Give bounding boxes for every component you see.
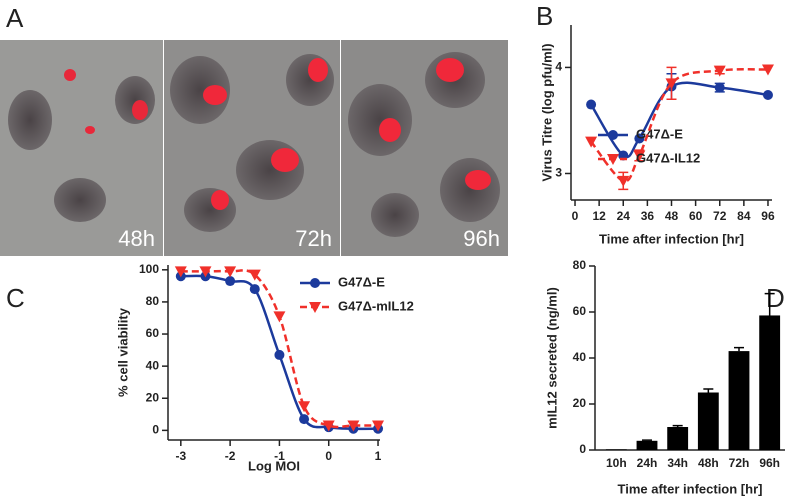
legend-marker bbox=[607, 154, 619, 165]
x-tick-label: 12 bbox=[592, 209, 606, 223]
data-point bbox=[347, 420, 360, 432]
data-point bbox=[634, 133, 645, 144]
legend-marker bbox=[310, 278, 320, 288]
x-tick-label: 96 bbox=[761, 209, 775, 223]
error-bar bbox=[642, 439, 652, 441]
y-tick-label: 0 bbox=[579, 442, 586, 456]
time-label: 96h bbox=[463, 226, 500, 251]
y-tick-label: 40 bbox=[146, 358, 160, 372]
data-point bbox=[174, 266, 187, 278]
data-point bbox=[761, 64, 774, 76]
x-tick-label: -3 bbox=[175, 449, 186, 463]
data-point bbox=[372, 420, 385, 432]
y-axis-label: % cell viability bbox=[115, 307, 130, 397]
data-point bbox=[585, 136, 598, 148]
y-axis-label: mIL12 secreted (ng/ml) bbox=[544, 287, 559, 429]
x-axis-label: Log MOI bbox=[248, 458, 300, 473]
micrograph: 72h bbox=[164, 40, 340, 256]
bar bbox=[728, 351, 750, 450]
x-axis-label: Time after infection [hr] bbox=[599, 231, 744, 246]
x-tick-label: 10h bbox=[606, 456, 627, 470]
data-point bbox=[225, 276, 236, 287]
x-tick-label: 0 bbox=[325, 449, 332, 463]
data-point bbox=[273, 311, 286, 323]
panel-label: A bbox=[6, 3, 24, 33]
y-tick-label: 80 bbox=[146, 294, 160, 308]
data-point bbox=[199, 266, 212, 278]
y-tick-label: 80 bbox=[573, 258, 587, 272]
x-tick-label: 0 bbox=[572, 209, 579, 223]
x-tick-label: 34h bbox=[667, 456, 688, 470]
x-tick-label: 72 bbox=[713, 209, 727, 223]
data-point bbox=[274, 349, 285, 360]
panel-label: C bbox=[6, 283, 25, 313]
y-tick-label: 100 bbox=[139, 262, 159, 276]
data-point bbox=[617, 175, 630, 187]
y-tick-label: 3 bbox=[555, 166, 562, 180]
x-tick-label: 60 bbox=[689, 209, 703, 223]
error-bar bbox=[672, 424, 683, 427]
y-axis-label: Virus Titre (log pfu/ml) bbox=[539, 43, 554, 181]
data-point bbox=[586, 99, 597, 110]
panel-label: B bbox=[536, 1, 553, 31]
x-tick-label: -2 bbox=[225, 449, 236, 463]
x-tick-label: 84 bbox=[737, 209, 751, 223]
micrograph: 96h bbox=[341, 40, 508, 256]
legend-label: G47Δ-mIL12 bbox=[338, 298, 414, 313]
series-line bbox=[590, 81, 769, 159]
y-tick-label: 40 bbox=[573, 350, 587, 364]
x-tick-label: 72h bbox=[729, 456, 750, 470]
x-tick-label: 96h bbox=[759, 456, 780, 470]
y-tick-label: 60 bbox=[573, 304, 587, 318]
legend-marker bbox=[309, 302, 321, 313]
data-point bbox=[762, 90, 773, 100]
y-tick-label: 20 bbox=[573, 396, 587, 410]
legend-label: G47Δ-E bbox=[338, 274, 385, 289]
x-tick-label: 24 bbox=[617, 209, 631, 223]
bar bbox=[605, 449, 627, 450]
time-label: 48h bbox=[118, 226, 155, 251]
bar bbox=[759, 315, 781, 450]
x-tick-label: 1 bbox=[375, 449, 382, 463]
x-tick-label: 24h bbox=[637, 456, 658, 470]
bar bbox=[636, 440, 658, 450]
x-tick-label: 36 bbox=[641, 209, 655, 223]
data-point bbox=[298, 401, 311, 413]
data-point bbox=[249, 284, 260, 295]
x-axis-label: Time after infection [hr] bbox=[618, 481, 763, 496]
bar bbox=[697, 392, 719, 450]
error-bar bbox=[703, 388, 714, 393]
x-tick-label: 48h bbox=[698, 456, 719, 470]
bar bbox=[667, 427, 689, 450]
x-tick-label: -1 bbox=[274, 449, 285, 463]
data-point bbox=[665, 78, 678, 90]
legend-label: G47Δ-IL12 bbox=[636, 150, 700, 165]
data-point bbox=[322, 420, 335, 432]
micrograph: 48h bbox=[0, 40, 163, 256]
panel-label: D bbox=[766, 283, 785, 313]
y-tick-label: 20 bbox=[146, 390, 160, 404]
data-point bbox=[633, 150, 646, 162]
legend-label: G47Δ-E bbox=[636, 126, 683, 141]
error-bar bbox=[764, 292, 775, 316]
data-point bbox=[299, 414, 310, 425]
data-point bbox=[714, 82, 725, 93]
data-point bbox=[248, 269, 261, 281]
error-bar bbox=[734, 346, 744, 352]
data-point bbox=[224, 266, 237, 278]
y-tick-label: 60 bbox=[146, 326, 160, 340]
time-label: 72h bbox=[295, 226, 332, 251]
x-tick-label: 48 bbox=[665, 209, 679, 223]
y-tick-label: 4 bbox=[555, 60, 562, 74]
y-tick-label: 0 bbox=[152, 423, 159, 437]
series-line bbox=[180, 269, 379, 429]
legend-marker bbox=[608, 130, 618, 140]
data-point bbox=[713, 65, 726, 77]
